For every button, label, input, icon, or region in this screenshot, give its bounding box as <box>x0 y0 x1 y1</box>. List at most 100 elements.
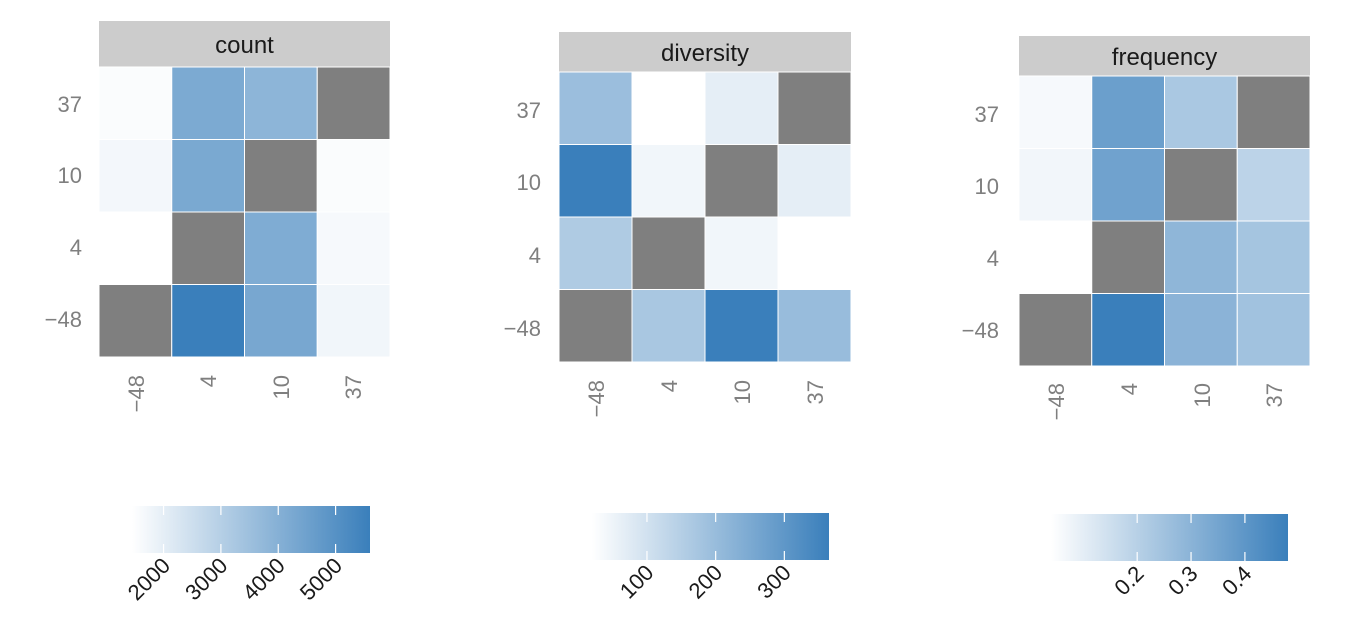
color-legend: 0.2 0.3 0.4 <box>1051 514 1288 600</box>
heatmap-cell <box>777 144 852 218</box>
legend-tick-label: 300 <box>752 560 796 604</box>
heatmap-cell <box>558 289 633 363</box>
heatmap-cell <box>1018 75 1093 149</box>
legend-tick-marks <box>162 506 337 553</box>
legend-color-bar <box>1051 514 1288 561</box>
heatmap-cell <box>1018 220 1093 294</box>
y-tick-label: −48 <box>504 316 541 341</box>
x-axis-tick-labels: −48 4 10 37 <box>1044 383 1287 420</box>
x-tick-label: 10 <box>269 375 294 399</box>
x-tick-label: −48 <box>584 380 609 417</box>
heatmap-cell <box>631 71 706 145</box>
heatmap-cell <box>171 211 245 285</box>
y-tick-label: 37 <box>517 98 541 123</box>
heatmap-cell <box>777 216 852 290</box>
x-tick-label: 4 <box>196 375 221 387</box>
heatmap-cell <box>777 289 852 363</box>
x-tick-label: 37 <box>1262 383 1287 407</box>
heatmap-cell <box>1091 293 1165 367</box>
heatmap-cell <box>1164 220 1238 294</box>
heatmap-cell <box>1236 293 1311 367</box>
heatmap-cell <box>777 71 852 145</box>
heatmap-cell <box>316 66 391 140</box>
y-tick-label: 4 <box>70 235 82 260</box>
heatmap-cells <box>558 71 852 363</box>
heatmap-cell <box>631 144 706 218</box>
heatmap-cell <box>244 139 318 213</box>
heatmap-cell <box>1018 293 1093 367</box>
legend-tick-labels: 0.2 0.3 0.4 <box>1109 561 1256 600</box>
heatmap-cell <box>704 144 779 218</box>
y-axis-tick-labels: 37 10 4 −48 <box>962 102 999 343</box>
color-legend: 100 200 300 <box>592 513 829 603</box>
heatmap-cell <box>98 284 173 358</box>
heatmap-cell <box>1091 148 1165 222</box>
heatmap-cell <box>631 289 706 363</box>
strip-background <box>1019 36 1310 76</box>
heatmap-cell <box>1164 293 1238 367</box>
heatmap-cell <box>558 71 633 145</box>
x-tick-label: 4 <box>1117 383 1142 395</box>
strip-background <box>99 21 390 67</box>
heatmap-cell <box>1236 148 1311 222</box>
heatmap-cells <box>98 66 391 358</box>
heatmap-cell <box>1091 75 1165 149</box>
heatmap-cell <box>244 284 318 358</box>
y-tick-label: −48 <box>962 318 999 343</box>
y-tick-label: 10 <box>517 170 541 195</box>
legend-tick-labels: 100 200 300 <box>615 560 796 604</box>
legend-tick-label: 200 <box>684 560 728 604</box>
heatmap-cell <box>1091 220 1165 294</box>
legend-tick-label: 3000 <box>180 553 232 605</box>
x-tick-label: 10 <box>1190 383 1215 407</box>
heatmap-cell <box>316 211 391 285</box>
heatmap-cell <box>1018 148 1093 222</box>
legend-tick-label: 0.4 <box>1217 561 1256 600</box>
heatmap-cell <box>98 139 173 213</box>
heatmap-cell <box>558 144 633 218</box>
y-tick-label: 37 <box>975 102 999 127</box>
heatmap-cell <box>171 66 245 140</box>
panel-count: count 37 10 4 −48 −48 4 10 37 2000 3000 40… <box>45 21 391 605</box>
y-tick-label: −48 <box>45 307 82 332</box>
heatmap-cell <box>171 139 245 213</box>
legend-tick-label: 0.2 <box>1109 561 1148 600</box>
panel-title: frequency <box>1112 44 1217 71</box>
heatmap-cell <box>171 284 245 358</box>
x-tick-label: 4 <box>657 380 682 392</box>
heatmap-cell <box>244 66 318 140</box>
legend-tick-label: 0.3 <box>1163 561 1202 600</box>
heatmap-cell <box>244 211 318 285</box>
x-tick-label: 10 <box>730 380 755 404</box>
legend-tick-labels: 2000 3000 4000 5000 <box>123 553 347 605</box>
heatmap-cell <box>704 289 779 363</box>
y-tick-label: 4 <box>529 243 541 268</box>
legend-tick-label: 5000 <box>295 553 347 605</box>
y-tick-label: 37 <box>58 92 82 117</box>
legend-tick-marks <box>1136 514 1246 561</box>
panel-frequency: frequency 37 10 4 −48 −48 4 10 37 0.2 0.3… <box>962 36 1311 600</box>
heatmap-cells <box>1018 75 1311 367</box>
heatmap-cell <box>1164 148 1238 222</box>
heatmap-cell <box>1236 220 1311 294</box>
x-tick-label: 37 <box>803 380 828 404</box>
heatmap-cell <box>1236 75 1311 149</box>
x-tick-label: −48 <box>124 375 149 412</box>
x-tick-label: −48 <box>1044 383 1069 420</box>
heatmap-cell <box>704 71 779 145</box>
heatmap-cell <box>98 66 173 140</box>
heatmap-cell <box>558 216 633 290</box>
y-axis-tick-labels: 37 10 4 −48 <box>504 98 541 341</box>
heatmap-cell <box>98 211 173 285</box>
y-tick-label: 10 <box>58 163 82 188</box>
legend-tick-marks <box>646 513 785 560</box>
legend-tick-label: 100 <box>615 560 659 604</box>
x-tick-label: 37 <box>341 375 366 399</box>
heatmap-cell <box>631 216 706 290</box>
x-axis-tick-labels: −48 4 10 37 <box>584 380 828 417</box>
panel-title: diversity <box>661 40 749 67</box>
y-tick-label: 4 <box>987 246 999 271</box>
x-axis-tick-labels: −48 4 10 37 <box>124 375 366 412</box>
heatmap-cell <box>316 284 391 358</box>
y-axis-tick-labels: 37 10 4 −48 <box>45 92 82 332</box>
